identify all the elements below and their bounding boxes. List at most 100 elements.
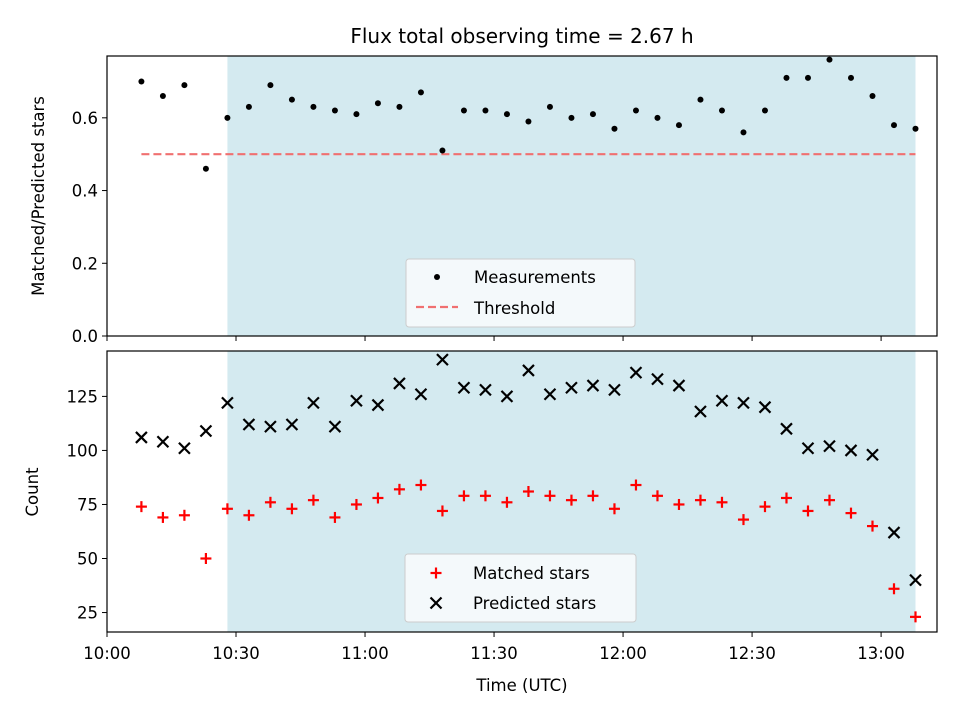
- matched-star-point: [759, 501, 771, 513]
- predicted-star-point: [135, 431, 148, 444]
- cross-b: [823, 439, 836, 453]
- measurement-points: [138, 56, 919, 172]
- matched-star-point: [802, 505, 814, 517]
- predicted-star-point: [457, 381, 471, 395]
- cross-b: [479, 383, 492, 397]
- x-tick-label: 10:00: [83, 644, 131, 663]
- measurement-point: [482, 107, 489, 114]
- bottom-legend-box: [404, 553, 637, 623]
- predicted-star-point: [500, 390, 514, 403]
- measurement-point: [697, 96, 704, 103]
- predicted-star-point: [909, 573, 922, 587]
- predicted-star-point: [178, 441, 191, 455]
- measurement-point: [847, 74, 854, 81]
- predicted-star-point: [285, 418, 299, 431]
- legend-label-predicted-stars: Predicted stars: [473, 594, 596, 613]
- cross-b: [737, 396, 750, 410]
- cross-b: [780, 422, 793, 436]
- legend-marker-predicted-stars: [429, 596, 443, 610]
- matched-star-point: [608, 503, 620, 515]
- measurement-point: [568, 114, 575, 121]
- legend-label-matched-stars: Matched stars: [473, 564, 590, 583]
- measurement-point: [331, 107, 338, 114]
- top-panel: 0.0 0.2 0.4 0.6 Flux total observing time =…: [29, 24, 938, 346]
- matched-star-point: [200, 553, 212, 565]
- matched-star-point: [221, 503, 233, 515]
- measurement-point: [804, 74, 811, 81]
- matched-stars-points: [135, 479, 921, 623]
- predicted-star-point: [242, 418, 256, 431]
- predicted-star-point: [758, 400, 772, 414]
- top-y-tick-label: 0.0: [72, 327, 98, 346]
- matched-star-point: [587, 490, 599, 502]
- predicted-star-point: [866, 448, 879, 462]
- top-axes-frame: [106, 55, 938, 337]
- cross-b: [371, 398, 385, 412]
- cross-b: [758, 400, 772, 414]
- measurement-point: [353, 111, 360, 118]
- matched-star-point: [135, 501, 147, 513]
- matched-star-point: [286, 503, 298, 515]
- measurement-point: [675, 122, 682, 129]
- measurement-point: [181, 82, 188, 89]
- measurement-point: [396, 103, 403, 110]
- x-tick-label: 13:00: [857, 644, 905, 663]
- matched-star-point: [909, 611, 921, 623]
- cross-b: [429, 596, 443, 610]
- cross-b: [242, 418, 256, 431]
- x-tick-label: 11:00: [341, 644, 389, 663]
- measurement-point: [740, 129, 747, 136]
- matched-star-point: [694, 494, 706, 506]
- matched-star-point: [264, 496, 276, 508]
- measurement-point: [460, 107, 467, 114]
- x-axis-label: Time (UTC): [475, 676, 567, 695]
- matched-star-point: [673, 498, 685, 510]
- bottom-y-tick-label: 25: [77, 604, 98, 623]
- measurement-point: [374, 100, 381, 107]
- predicted-star-point: [565, 381, 578, 395]
- predicted-star-point: [694, 405, 707, 418]
- matched-star-point: [823, 494, 835, 506]
- bottom-y-tick-label: 125: [67, 387, 99, 406]
- predicted-stars-points: [135, 353, 922, 587]
- matched-star-point: [565, 494, 577, 506]
- matched-star-point: [845, 507, 857, 519]
- matched-star-point: [436, 505, 448, 517]
- measurement-point: [224, 114, 231, 121]
- legend-marker-matched-stars: [430, 567, 442, 579]
- top-x-ticks: [106, 336, 882, 341]
- cross-b: [651, 372, 664, 386]
- bottom-legend: Matched stars Predicted stars: [404, 553, 637, 623]
- matched-star-point: [372, 492, 384, 504]
- measurement-point: [138, 78, 145, 85]
- cross-b: [672, 379, 686, 392]
- matched-star-point: [458, 490, 470, 502]
- matched-star-point: [651, 490, 663, 502]
- matched-star-point: [716, 496, 728, 508]
- bottom-y-tick-label: 100: [67, 441, 99, 460]
- cross-b: [414, 387, 428, 401]
- cross-b: [500, 390, 514, 403]
- measurement-point: [417, 89, 424, 96]
- matched-star-point: [737, 514, 749, 526]
- x-tick-label: 12:30: [728, 644, 776, 663]
- measurement-point: [439, 147, 446, 154]
- predicted-star-point: [199, 424, 213, 438]
- top-legend-box: [405, 258, 636, 328]
- legend-label-threshold: Threshold: [473, 299, 555, 318]
- matched-star-point: [544, 490, 556, 502]
- legend-plus: [430, 567, 442, 579]
- predicted-star-point: [887, 526, 901, 539]
- measurement-point: [632, 107, 639, 114]
- matched-star-point: [350, 498, 362, 510]
- measurement-point: [890, 122, 897, 129]
- predicted-star-point: [436, 353, 449, 366]
- top-legend: Measurements Threshold: [405, 258, 636, 328]
- cross-b: [350, 394, 363, 407]
- measurement-point: [912, 125, 919, 132]
- predicted-star-point: [350, 394, 363, 407]
- cross-b: [199, 424, 213, 438]
- bottom-axes-frame: [106, 350, 938, 633]
- predicted-star-point: [156, 435, 170, 449]
